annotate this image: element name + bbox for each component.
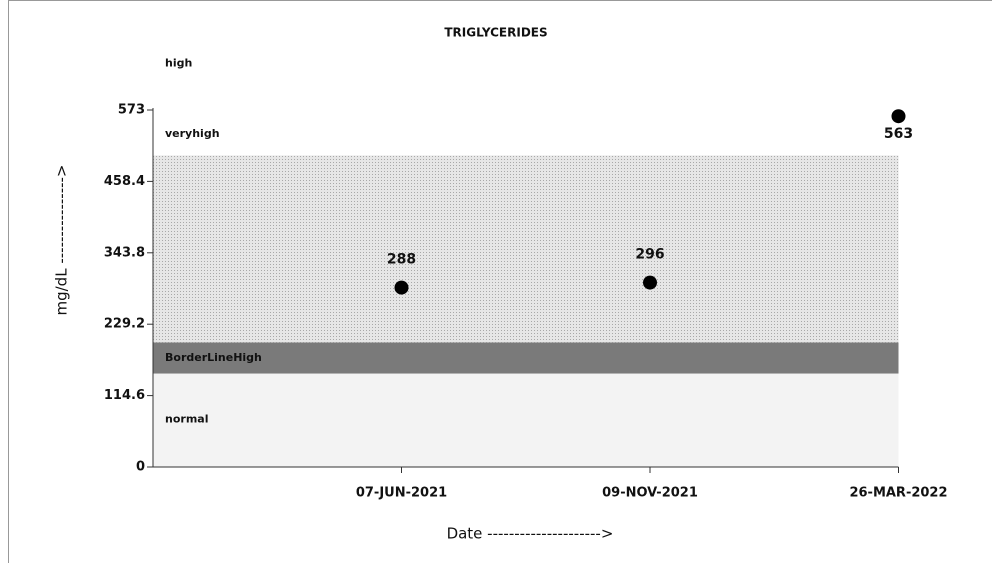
band-label: BorderLineHigh: [165, 351, 262, 364]
value-label: 296: [635, 247, 664, 263]
y-tick-label: 458.4: [104, 174, 145, 189]
value-label: 288: [387, 252, 416, 268]
value-label: 563: [884, 126, 913, 142]
point: [394, 280, 409, 295]
y-tick-label: 229.2: [104, 317, 145, 332]
y-tick-label: 343.8: [104, 245, 145, 260]
y-axis-label: mg/dL ---------------->: [53, 164, 71, 315]
x-axis-label: Date --------------------->: [447, 525, 614, 543]
point: [891, 109, 906, 124]
y-tick-label: 573: [118, 103, 145, 118]
y-tick-label: 0: [136, 460, 145, 475]
band: [153, 155, 899, 343]
band-label: normal: [165, 413, 208, 426]
band: [153, 110, 899, 156]
band: [153, 342, 899, 374]
y-tick-label: 114.6: [104, 388, 145, 403]
band: [153, 373, 899, 467]
x-tick-label: 07-JUN-2021: [356, 486, 447, 501]
point: [643, 275, 657, 290]
x-tick-label: 26-MAR-2022: [849, 486, 947, 501]
band-label: veryhigh: [165, 127, 220, 140]
band-label: high: [165, 56, 192, 69]
x-tick-label: 09-NOV-2021: [602, 486, 698, 501]
chart-title: TRIGLYCERIDES: [444, 26, 547, 40]
